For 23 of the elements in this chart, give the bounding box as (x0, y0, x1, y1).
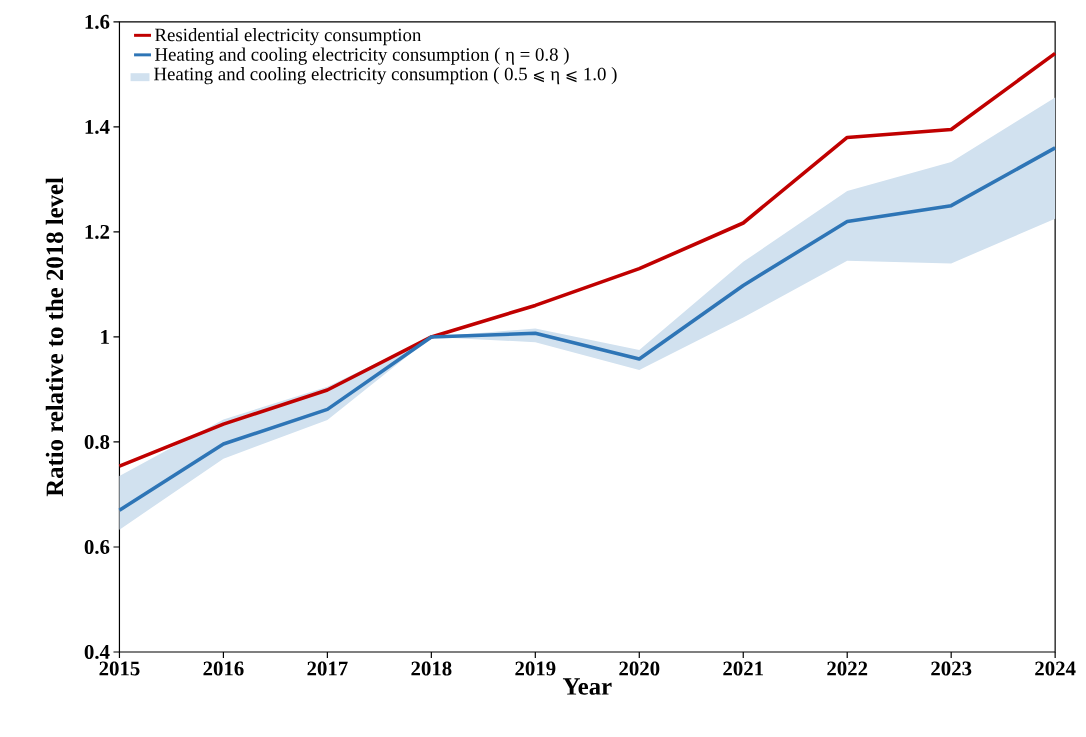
x-tick-label: 2023 (931, 661, 972, 676)
line-series (117, 146, 1057, 513)
y-tick-label: 0.8 (84, 435, 110, 450)
x-tick-label: 2019 (515, 661, 556, 676)
x-tick-label: 2020 (619, 661, 660, 676)
x-tick-label: 2016 (203, 661, 244, 676)
annotation: Heating and cooling electricity consumption ( 0.5 ⩽ η ⩽ 1.0 ) (154, 67, 617, 85)
x-tick-label: 2015 (99, 661, 140, 676)
legend-label: Heating and cooling electricity consumption ( η = 0.8 ) (155, 47, 569, 65)
x-tick-label: 2017 (307, 661, 348, 676)
x-axis-title: Year (562, 678, 612, 696)
y-tick-label: 1 (101, 330, 109, 345)
x-tick-label: 2018 (411, 661, 452, 676)
y-tick-label: 1.6 (85, 15, 110, 30)
legend-label: Residential electricity consumption (155, 28, 422, 46)
y-tick-label: 1.4 (85, 120, 110, 135)
y-axis-title: Ratio relative to the 2018 level (45, 177, 64, 497)
y-tick-label: 0.4 (84, 645, 110, 660)
x-tick-label: 2022 (827, 661, 868, 676)
y-tick-label: 0.6 (84, 540, 110, 555)
x-tick-label: 2021 (723, 661, 763, 676)
x-tick-label: 2024 (1035, 661, 1076, 676)
y-tick-label: 1.2 (85, 225, 110, 240)
